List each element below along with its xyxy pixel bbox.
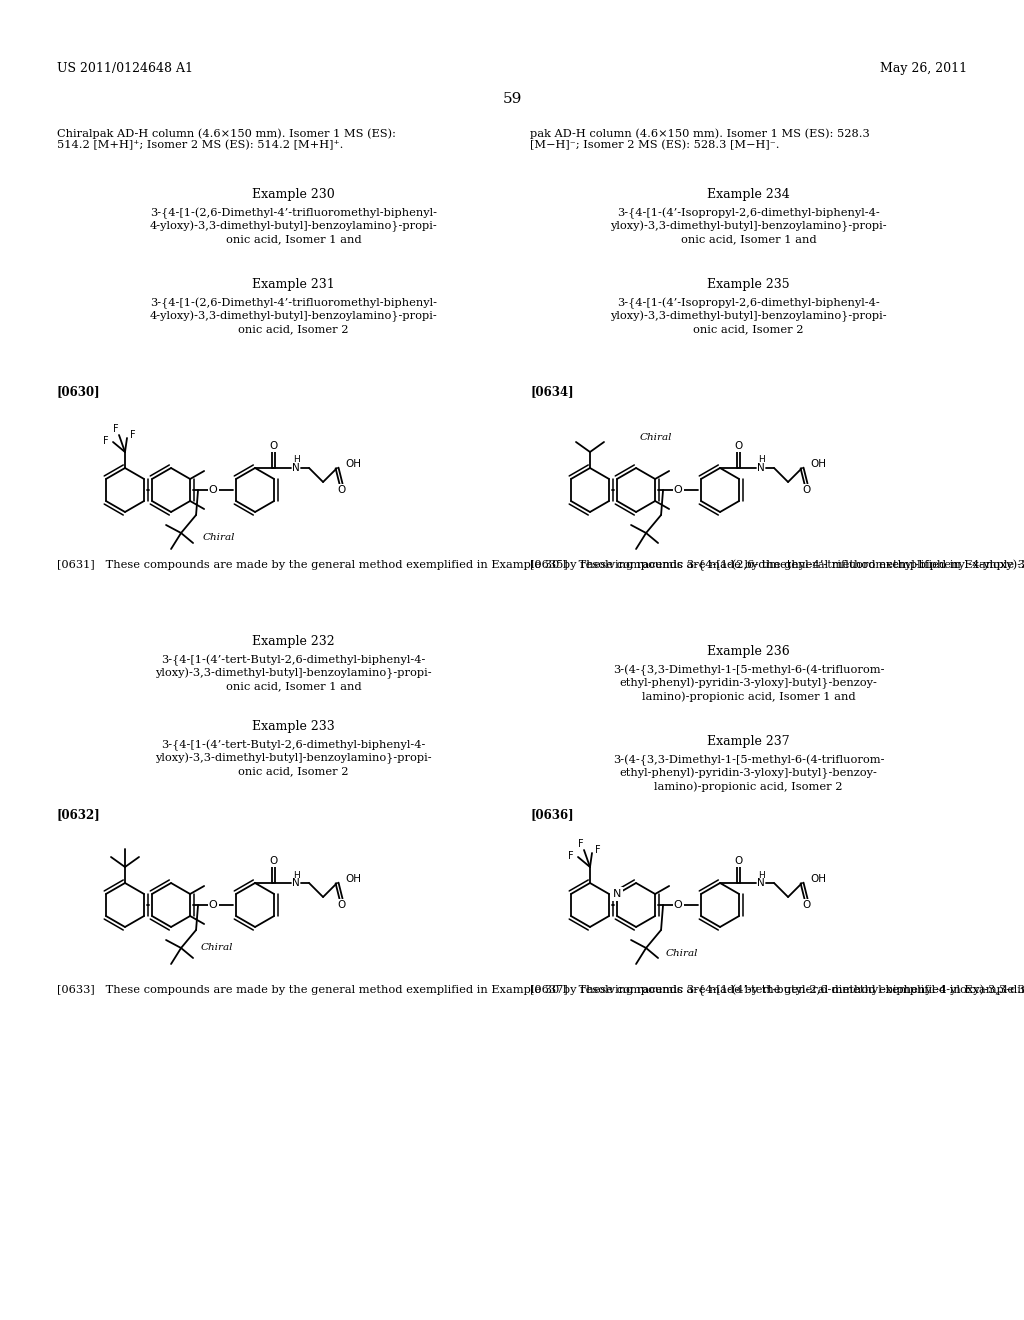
Text: OH: OH [810, 874, 826, 884]
Text: [0630]: [0630] [57, 385, 100, 399]
Text: O: O [802, 900, 810, 909]
Text: N: N [757, 878, 765, 888]
Text: Chiral: Chiral [666, 949, 698, 957]
Text: O: O [337, 484, 345, 495]
Text: Example 234: Example 234 [708, 187, 790, 201]
Text: 3-{4-[1-(4’-tert-Butyl-2,6-dimethyl-biphenyl-4-
yloxy)-3,3-dimethyl-butyl]-benzo: 3-{4-[1-(4’-tert-Butyl-2,6-dimethyl-biph… [156, 741, 432, 776]
Text: H: H [293, 455, 299, 465]
Text: O: O [209, 484, 217, 495]
Text: O: O [734, 441, 742, 451]
Text: O: O [674, 900, 682, 909]
Text: [0636]: [0636] [530, 808, 573, 821]
Text: O: O [269, 855, 278, 866]
Text: US 2011/0124648 A1: US 2011/0124648 A1 [57, 62, 193, 75]
Text: F: F [595, 845, 601, 855]
Text: O: O [802, 484, 810, 495]
Text: OH: OH [345, 459, 361, 469]
Text: O: O [734, 855, 742, 866]
Text: F: F [130, 430, 136, 440]
Text: H: H [758, 870, 765, 879]
Text: O: O [337, 900, 345, 909]
Text: N: N [292, 878, 300, 888]
Text: OH: OH [345, 874, 361, 884]
Text: N: N [757, 463, 765, 473]
Text: Example 231: Example 231 [252, 279, 335, 290]
Text: [0631]   These compounds are made by the general method exemplified in Example 3: [0631] These compounds are made by the g… [57, 560, 1024, 572]
Text: [0634]: [0634] [530, 385, 573, 399]
Text: Chiral: Chiral [203, 533, 236, 543]
Text: Example 233: Example 233 [252, 719, 335, 733]
Text: F: F [114, 424, 119, 434]
Text: 3-{4-[1-(4’-tert-Butyl-2,6-dimethyl-biphenyl-4-
yloxy)-3,3-dimethyl-butyl]-benzo: 3-{4-[1-(4’-tert-Butyl-2,6-dimethyl-biph… [156, 655, 432, 690]
Text: May 26, 2011: May 26, 2011 [880, 62, 967, 75]
Text: F: F [568, 851, 573, 861]
Text: 59: 59 [503, 92, 521, 106]
Text: Example 235: Example 235 [708, 279, 790, 290]
Text: Example 232: Example 232 [252, 635, 335, 648]
Text: F: F [103, 436, 109, 446]
Text: 3-{4-[1-(2,6-Dimethyl-4’-trifluoromethyl-biphenyl-
4-yloxy)-3,3-dimethyl-butyl]-: 3-{4-[1-(2,6-Dimethyl-4’-trifluoromethyl… [150, 209, 437, 244]
Text: 3-{4-[1-(4’-Isopropyl-2,6-dimethyl-biphenyl-4-
yloxy)-3,3-dimethyl-butyl]-benzoy: 3-{4-[1-(4’-Isopropyl-2,6-dimethyl-biphe… [610, 298, 887, 334]
Text: F: F [579, 840, 584, 849]
Text: [0635]   These compounds are made by the general method exemplified in Example 3: [0635] These compounds are made by the g… [530, 560, 1024, 572]
Text: [0637]   These compounds are made by the general method exemplified in Example 3: [0637] These compounds are made by the g… [530, 985, 1024, 997]
Text: 3-{4-[1-(4’-Isopropyl-2,6-dimethyl-biphenyl-4-
yloxy)-3,3-dimethyl-butyl]-benzoy: 3-{4-[1-(4’-Isopropyl-2,6-dimethyl-biphe… [610, 209, 887, 244]
Text: O: O [209, 900, 217, 909]
Text: Example 237: Example 237 [708, 735, 790, 748]
Text: Example 236: Example 236 [708, 645, 790, 657]
Text: pak AD-H column (4.6×150 mm). Isomer 1 MS (ES): 528.3
[M−H]⁻; Isomer 2 MS (ES): : pak AD-H column (4.6×150 mm). Isomer 1 M… [530, 128, 869, 150]
Text: Chiralpak AD-H column (4.6×150 mm). Isomer 1 MS (ES):
514.2 [M+H]⁺; Isomer 2 MS : Chiralpak AD-H column (4.6×150 mm). Isom… [57, 128, 396, 150]
Text: OH: OH [810, 459, 826, 469]
Text: H: H [293, 870, 299, 879]
Text: Chiral: Chiral [201, 944, 233, 953]
Text: [0633]   These compounds are made by the general method exemplified in Example 3: [0633] These compounds are made by the g… [57, 985, 1024, 997]
Text: 3-(4-{3,3-Dimethyl-1-[5-methyl-6-(4-trifluorom-
ethyl-phenyl)-pyridin-3-yloxy]-b: 3-(4-{3,3-Dimethyl-1-[5-methyl-6-(4-trif… [612, 755, 885, 792]
Text: Example 230: Example 230 [252, 187, 335, 201]
Text: N: N [292, 463, 300, 473]
Text: O: O [269, 441, 278, 451]
Text: N: N [612, 888, 622, 899]
Text: H: H [758, 455, 765, 465]
Text: [0632]: [0632] [57, 808, 100, 821]
Text: 3-{4-[1-(2,6-Dimethyl-4’-trifluoromethyl-biphenyl-
4-yloxy)-3,3-dimethyl-butyl]-: 3-{4-[1-(2,6-Dimethyl-4’-trifluoromethyl… [150, 298, 437, 334]
Text: O: O [674, 484, 682, 495]
Text: Chiral: Chiral [640, 433, 673, 442]
Text: 3-(4-{3,3-Dimethyl-1-[5-methyl-6-(4-trifluorom-
ethyl-phenyl)-pyridin-3-yloxy]-b: 3-(4-{3,3-Dimethyl-1-[5-methyl-6-(4-trif… [612, 665, 885, 702]
